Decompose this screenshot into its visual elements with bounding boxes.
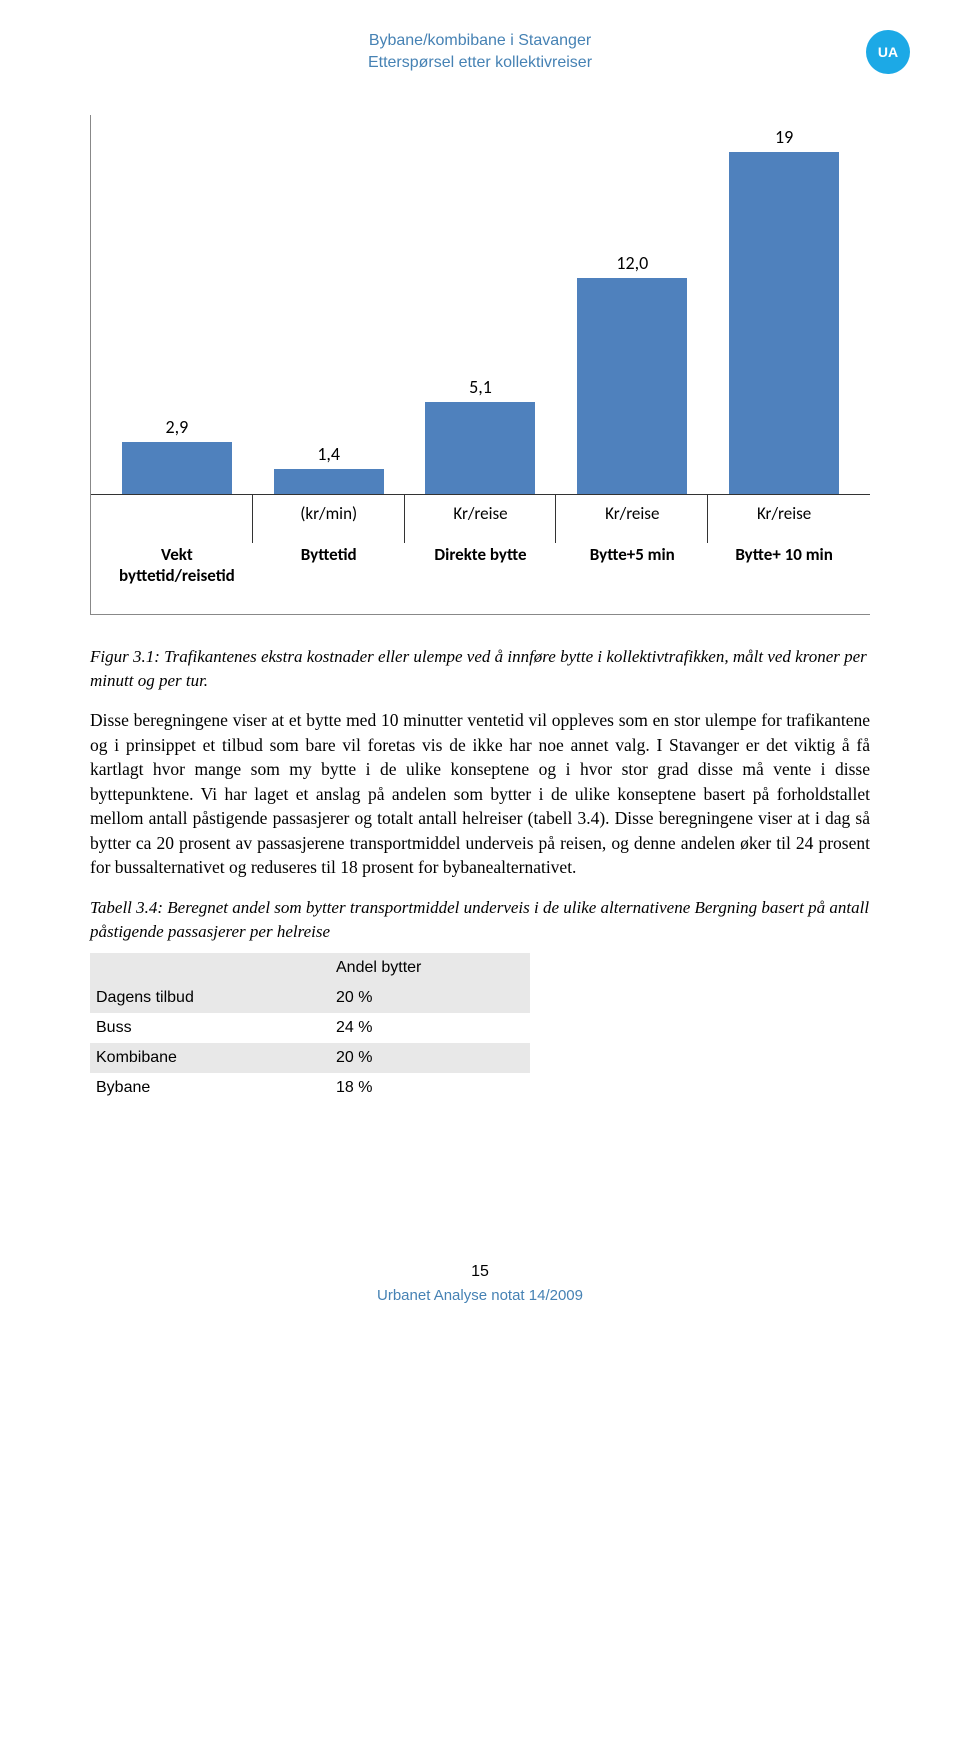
table-row-label: Dagens tilbud — [90, 983, 330, 1013]
table-row: Buss24 % — [90, 1013, 530, 1043]
category-label: Bytte+ 10 min — [708, 544, 860, 586]
bar — [577, 278, 687, 494]
axis-unit-label: Kr/reise — [708, 503, 860, 524]
table-row-label: Buss — [90, 1013, 330, 1043]
axis-unit-label: Kr/reise — [556, 503, 708, 524]
page-number: 15 — [90, 1263, 870, 1281]
figure-caption: Figur 3.1: Trafikantenes ekstra kostnade… — [90, 645, 870, 693]
table-row-value: 18 % — [330, 1073, 530, 1103]
table-row-value: 20 % — [330, 983, 530, 1013]
body-paragraph: Disse beregningene viser at et bytte med… — [90, 708, 870, 880]
bar-chart: 2,91,45,112,019 (kr/min)Kr/reiseKr/reise… — [90, 115, 870, 615]
bar-value-label: 19 — [775, 126, 793, 148]
bar — [425, 402, 535, 494]
axis-unit-label: Kr/reise — [405, 503, 557, 524]
bar-group: 19 — [708, 126, 860, 494]
bar-group: 12,0 — [556, 252, 708, 494]
header-line1: Bybane/kombibane i Stavanger — [368, 30, 592, 52]
category-label: Byttetid — [253, 544, 405, 586]
table-row-value: 24 % — [330, 1013, 530, 1043]
table-header-blank — [90, 953, 330, 983]
bar — [729, 152, 839, 494]
bar-value-label: 5,1 — [469, 376, 492, 398]
header-title: Bybane/kombibane i Stavanger Etterspørse… — [368, 30, 592, 75]
bar-value-label: 12,0 — [616, 252, 648, 274]
axis-unit-label: (kr/min) — [253, 503, 405, 524]
table-header-value: Andel bytter — [330, 953, 530, 983]
table-row-label: Kombibane — [90, 1043, 330, 1073]
page-footer: 15 Urbanet Analyse notat 14/2009 — [90, 1263, 870, 1304]
bar-group: 2,9 — [101, 416, 253, 494]
table-row-value: 20 % — [330, 1043, 530, 1073]
category-label: Vektbyttetid/reisetid — [101, 544, 253, 586]
table-row: Kombibane20 % — [90, 1043, 530, 1073]
ua-badge-icon: UA — [866, 30, 910, 74]
header-line2: Etterspørsel etter kollektivreiser — [368, 52, 592, 74]
bar-value-label: 2,9 — [166, 416, 189, 438]
category-label: Bytte+5 min — [556, 544, 708, 586]
bar — [274, 469, 384, 494]
bar-value-label: 1,4 — [317, 443, 340, 465]
bar-group: 1,4 — [253, 443, 405, 494]
data-table: Andel bytter Dagens tilbud20 %Buss24 %Ko… — [90, 953, 530, 1103]
bar-group: 5,1 — [405, 376, 557, 494]
category-label: Direkte bytte — [405, 544, 557, 586]
table-row: Bybane18 % — [90, 1073, 530, 1103]
page-header: Bybane/kombibane i Stavanger Etterspørse… — [90, 30, 870, 75]
table-caption: Tabell 3.4: Beregnet andel som bytter tr… — [90, 896, 870, 944]
footer-note: Urbanet Analyse notat 14/2009 — [90, 1287, 870, 1304]
table-row: Dagens tilbud20 % — [90, 983, 530, 1013]
table-row-label: Bybane — [90, 1073, 330, 1103]
bar — [122, 442, 232, 494]
axis-unit-label — [101, 503, 253, 524]
